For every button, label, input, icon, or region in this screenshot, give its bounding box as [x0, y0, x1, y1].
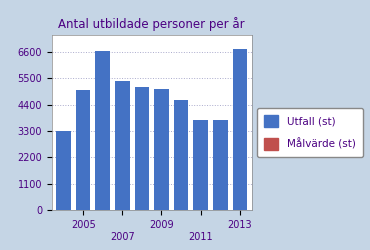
Text: 2011: 2011 — [188, 232, 213, 241]
Bar — [213, 120, 228, 210]
Bar — [135, 86, 149, 210]
Bar — [95, 50, 110, 210]
Bar — [56, 131, 71, 210]
Bar — [154, 89, 169, 210]
Title: Antal utbildade personer per år: Antal utbildade personer per år — [58, 17, 245, 31]
Bar — [232, 50, 247, 210]
Bar — [76, 90, 91, 210]
Text: 2007: 2007 — [110, 232, 135, 241]
Bar — [194, 120, 208, 210]
Legend: Utfall (st), Målvärde (st): Utfall (st), Målvärde (st) — [256, 108, 363, 157]
Bar — [115, 80, 130, 210]
Bar — [174, 100, 188, 210]
